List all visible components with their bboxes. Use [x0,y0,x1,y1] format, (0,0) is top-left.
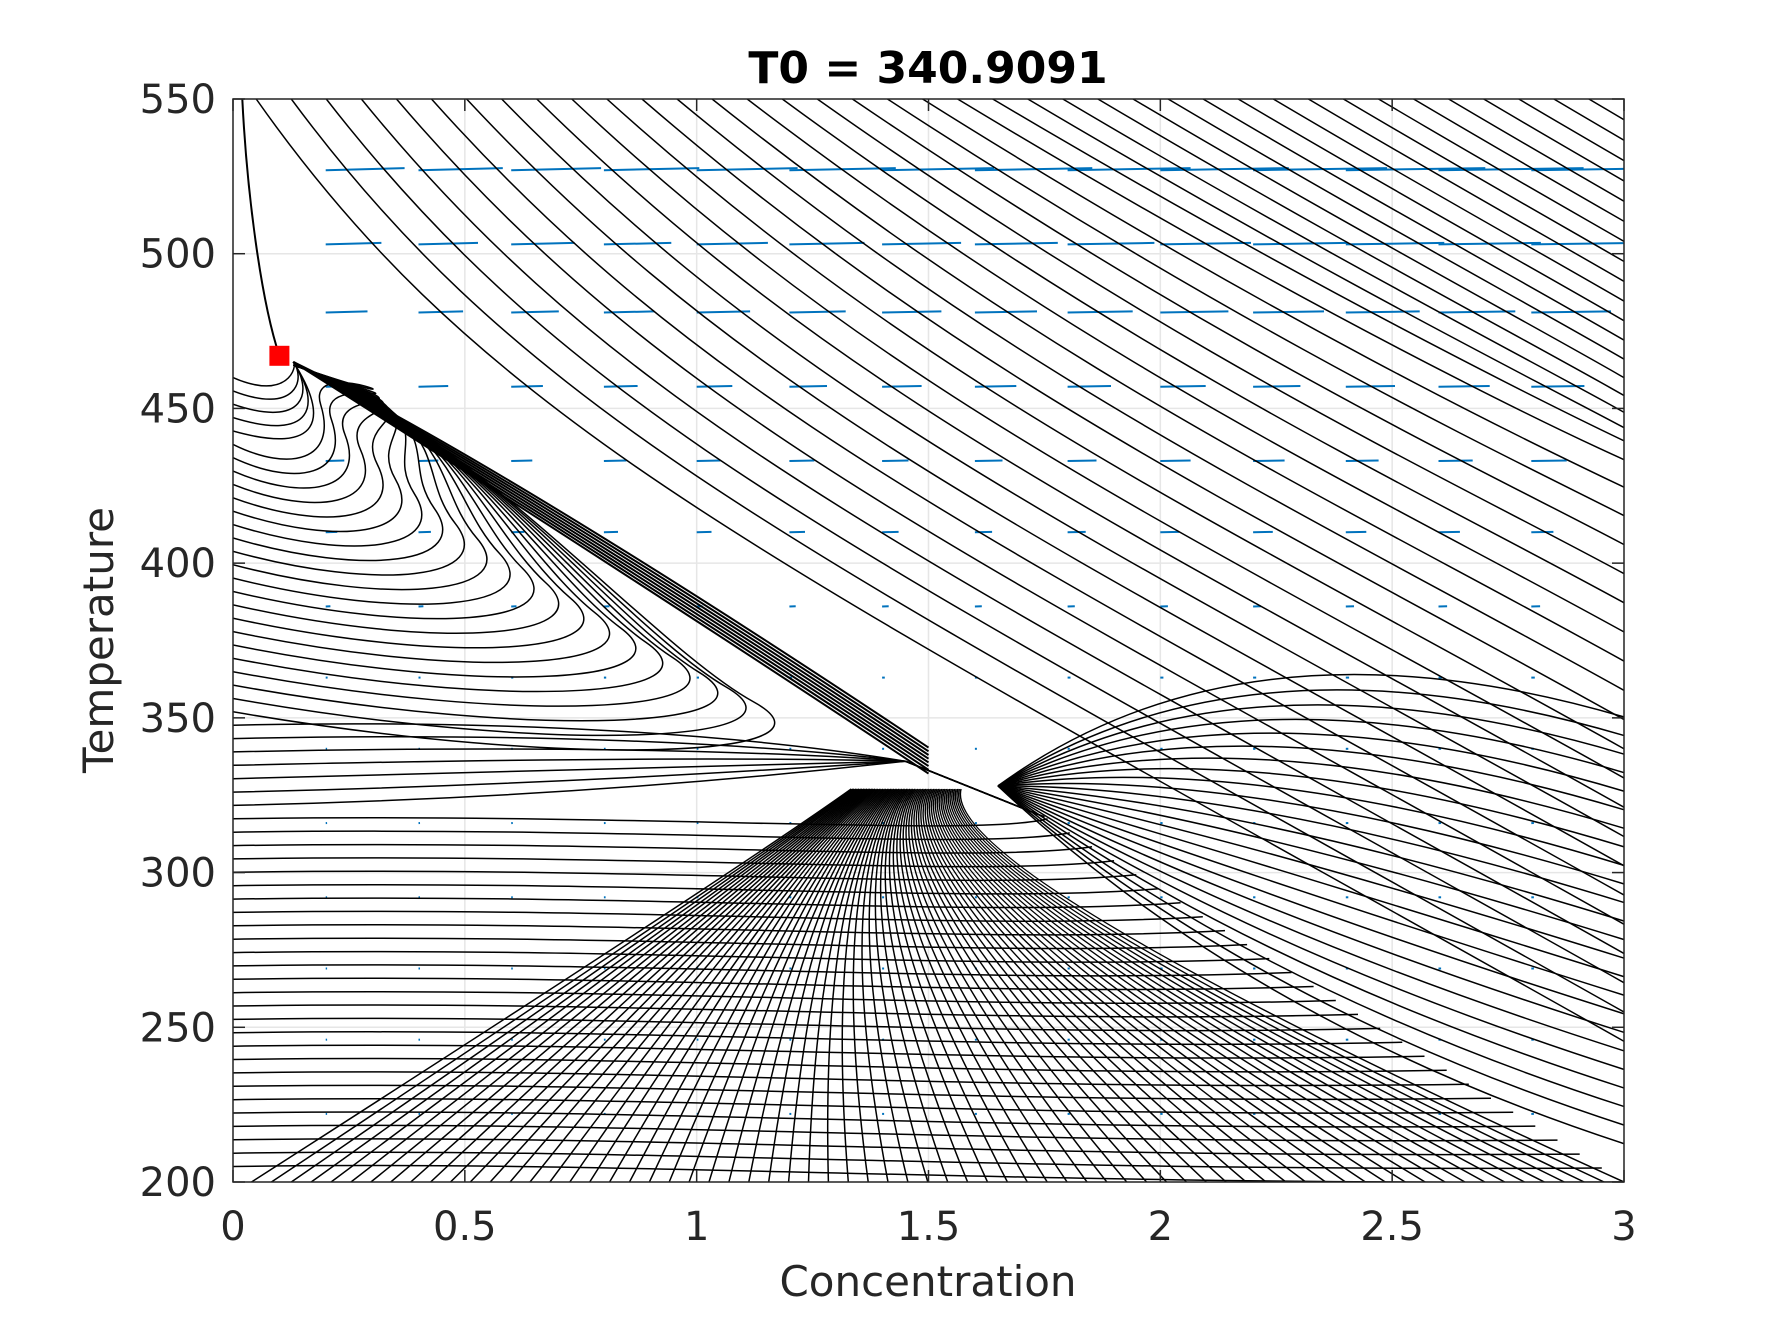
quiver-arrow [511,311,559,312]
quiver-arrow [604,386,638,387]
quiver-arrow [789,386,827,387]
markers [269,346,289,366]
quiver-arrow [1531,311,1611,312]
quiver-arrow [511,461,532,462]
quiver-arrow [789,311,845,312]
x-tick-label: 2 [1148,1204,1173,1250]
quiver-arrow [1346,461,1379,462]
quiver-arrow [882,311,941,312]
quiver-arrow [1439,311,1516,312]
x-tick-label: 1.5 [897,1204,961,1250]
quiver-arrow [1160,461,1190,462]
x-tick-label: 1 [684,1204,709,1250]
y-tick-label: 550 [140,77,216,123]
quiver-arrow [697,386,733,387]
x-tick-label: 2.5 [1360,1204,1424,1250]
quiver-arrow [1068,461,1097,462]
y-axis-label: Temperature [74,507,123,774]
y-tick-label: 450 [140,386,216,432]
chart-title: T0 = 340.9091 [748,43,1107,94]
quiver-arrow [1160,311,1228,312]
quiver-arrow [1068,386,1111,387]
y-tick-label: 200 [140,1160,216,1206]
quiver-arrow [419,386,449,387]
quiver-arrow [1160,386,1205,387]
equilibrium-point-marker [269,346,289,366]
x-axis-label: Concentration [779,1257,1076,1306]
quiver-arrow [1253,461,1285,462]
x-tick-label: 0.5 [433,1204,497,1250]
quiver-arrow [882,461,908,462]
quiver-arrow [1346,311,1420,312]
y-tick-label: 400 [140,541,216,587]
quiver-arrow [697,461,721,462]
quiver-arrow [789,461,814,462]
quiver-arrow [1253,311,1324,312]
x-tick-label: 0 [220,1204,245,1250]
y-tick-label: 250 [140,1005,216,1051]
quiver-arrow [1439,386,1490,387]
quiver-arrow [975,386,1016,387]
x-tick-label: 3 [1611,1204,1636,1250]
quiver-arrow [326,311,368,312]
quiver-arrow [975,461,1003,462]
quiver-arrow [882,386,922,387]
y-tick-label: 350 [140,696,216,742]
quiver-arrow [604,461,627,462]
quiver-arrow [1253,386,1300,387]
quiver-arrow [1439,461,1473,462]
quiver-arrow [1531,461,1566,462]
y-tick-label: 500 [140,232,216,278]
y-tick-label: 300 [140,851,216,897]
